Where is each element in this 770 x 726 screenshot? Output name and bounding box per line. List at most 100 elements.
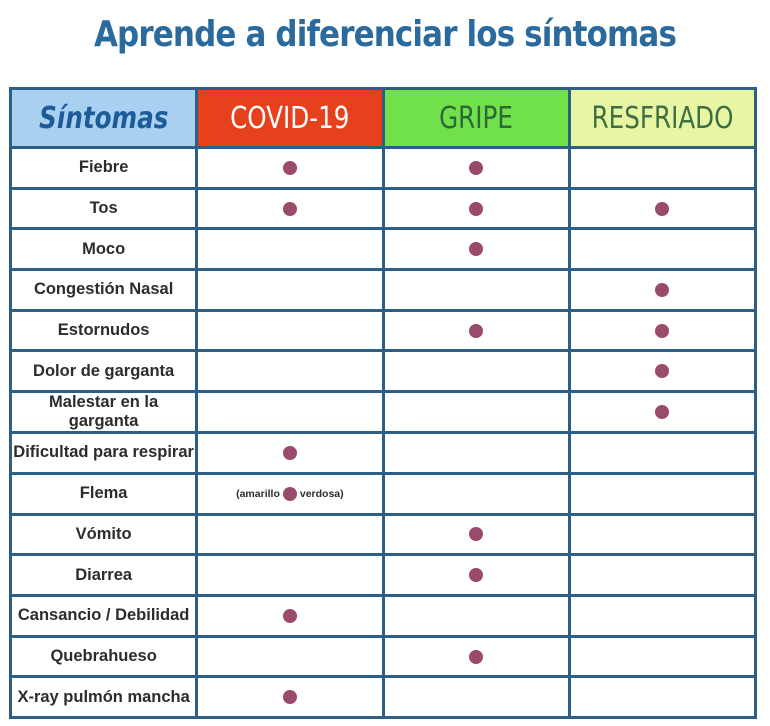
symptom-dot (282, 608, 297, 623)
header-cell: GRIPE (381, 87, 571, 149)
title: Aprende a diferenciar los síntomas (93, 14, 677, 55)
mark-cell (567, 390, 758, 435)
symptom-dot (282, 690, 297, 705)
mark-cell: (amarillo verdosa) (195, 471, 385, 516)
symptom-label: Dolor de garganta (8, 349, 199, 394)
symptom-label: Fiebre (8, 146, 199, 190)
table-row: Fiebre (8, 146, 758, 190)
symptom-label: Estornudos (8, 308, 199, 353)
mark-cell (195, 553, 385, 597)
symptom-dot (282, 201, 297, 216)
table-row: Vómito (8, 512, 758, 557)
mark-cell (195, 308, 385, 353)
mark-cell (381, 268, 571, 312)
table-row: Flema (amarillo verdosa) (8, 471, 758, 516)
symptom-dot (655, 283, 670, 298)
mark-cell (381, 471, 571, 516)
mark-cell (195, 675, 385, 719)
mark-cell (195, 268, 385, 312)
table-body: Fiebre Tos Moco Congestión Nasal Estornudos D… (8, 146, 758, 719)
symptom-dot (469, 160, 484, 175)
mark-cell (195, 634, 385, 679)
symptom-dot (469, 242, 484, 257)
mark-cell (381, 675, 571, 719)
mark-cell (381, 512, 571, 557)
mark-cell (381, 553, 571, 597)
symptom-dot (469, 527, 484, 542)
mark-cell (195, 431, 385, 475)
mark-cell (567, 349, 758, 394)
symptom-label: Diarrea (8, 553, 199, 597)
table-row: X-ray pulmón mancha (8, 675, 758, 719)
mark-cell (567, 634, 758, 679)
mark-cell (381, 186, 571, 231)
cell-note: verdosa) (299, 487, 344, 500)
table-row: Dolor de garganta (8, 349, 758, 394)
symptom-dot (655, 201, 670, 216)
symptom-label: Cansancio / Debilidad (8, 593, 199, 638)
table-row: Quebrahueso (8, 634, 758, 679)
mark-cell (195, 593, 385, 638)
symptom-dot (655, 405, 670, 420)
symptom-dot (469, 323, 484, 338)
symptom-label: Moco (8, 227, 199, 272)
mark-cell (195, 390, 385, 435)
mark-cell (567, 186, 758, 231)
mark-cell (567, 308, 758, 353)
header-cell: COVID-19 (195, 87, 385, 149)
symptom-label: Malestar en la garganta (8, 390, 199, 435)
mark-cell (381, 349, 571, 394)
mark-cell (567, 553, 758, 597)
symptom-dot (469, 649, 484, 664)
mark-cell (567, 471, 758, 516)
header-text: RESFRIADO (591, 100, 734, 136)
header-text: GRIPE (439, 100, 514, 136)
symptom-label: Dificultad para respirar (8, 431, 199, 475)
table-row: Malestar en la garganta (8, 390, 758, 435)
mark-cell (195, 512, 385, 557)
symptom-label: Vómito (8, 512, 199, 557)
mark-cell (567, 675, 758, 719)
mark-cell (381, 390, 571, 435)
cell-note: (amarillo (236, 487, 280, 500)
mark-cell (195, 227, 385, 272)
symptom-dot (469, 568, 484, 583)
symptom-label: Tos (8, 186, 199, 231)
symptom-dot (282, 160, 297, 175)
symptom-label: Congestión Nasal (8, 268, 199, 312)
symptom-dot (469, 201, 484, 216)
mark-cell (381, 146, 571, 190)
table-row: Diarrea (8, 553, 758, 597)
table-row: Dificultad para respirar (8, 431, 758, 475)
symptom-dot (655, 364, 670, 379)
symptom-dot (655, 323, 670, 338)
mark-cell (195, 349, 385, 394)
table-row: Congestión Nasal (8, 268, 758, 312)
symptom-label: Flema (8, 471, 199, 516)
header-cell: Síntomas (8, 87, 199, 149)
mark-cell (381, 593, 571, 638)
mark-cell (195, 146, 385, 190)
mark-cell (381, 431, 571, 475)
header-row: Síntomas COVID-19 GRIPE RESFRIADO (8, 87, 758, 149)
mark-cell (381, 227, 571, 272)
symptom-table: Síntomas COVID-19 GRIPE RESFRIADO Fiebre Tos… (8, 87, 758, 719)
mark-cell (381, 308, 571, 353)
table-header: Síntomas COVID-19 GRIPE RESFRIADO (8, 87, 758, 149)
mark-cell (567, 268, 758, 312)
table-row: Tos (8, 186, 758, 231)
header-cell: RESFRIADO (567, 87, 758, 149)
symptom-dot (282, 446, 297, 461)
header-text: Síntomas (39, 100, 169, 136)
mark-cell (567, 512, 758, 557)
mark-cell (567, 593, 758, 638)
symptom-label: Quebrahueso (8, 634, 199, 679)
symptom-dot (282, 486, 297, 501)
symptom-label: X-ray pulmón mancha (8, 675, 199, 719)
table-row: Estornudos (8, 308, 758, 353)
mark-cell (567, 227, 758, 272)
mark-cell (381, 634, 571, 679)
table-row: Cansancio / Debilidad (8, 593, 758, 638)
mark-cell (567, 431, 758, 475)
